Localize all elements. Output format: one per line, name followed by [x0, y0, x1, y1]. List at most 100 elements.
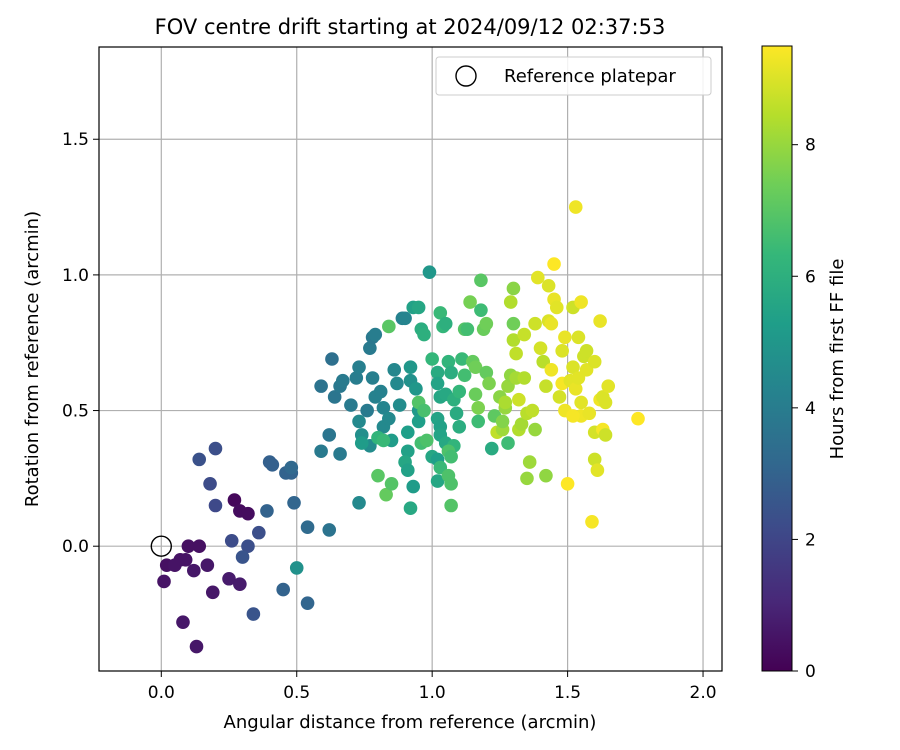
data-point	[506, 316, 521, 331]
data-point	[265, 458, 280, 472]
data-point	[333, 447, 347, 461]
data-point	[449, 406, 464, 421]
data-point	[400, 463, 415, 478]
data-point	[203, 477, 217, 491]
data-point	[314, 444, 328, 459]
x-tick-label: 1.0	[419, 683, 446, 703]
data-point	[474, 273, 488, 288]
data-point	[387, 363, 402, 377]
data-point	[327, 390, 342, 404]
y-tick-label: 1.0	[62, 266, 89, 286]
data-point	[422, 265, 437, 279]
data-point	[322, 428, 337, 442]
data-point	[300, 596, 315, 610]
data-point	[574, 395, 588, 410]
scatter-points	[157, 200, 645, 654]
data-point	[382, 319, 396, 334]
data-point	[457, 368, 472, 383]
legend-box	[435, 56, 712, 96]
data-point	[525, 403, 540, 418]
data-point	[352, 495, 366, 510]
data-point	[455, 352, 469, 366]
data-point	[568, 382, 583, 396]
data-point	[512, 392, 526, 407]
data-point	[555, 344, 569, 358]
data-point	[438, 316, 453, 331]
data-point	[208, 498, 223, 513]
data-point	[593, 314, 607, 328]
colorbar-tick-label: 2	[805, 530, 816, 550]
data-point	[571, 371, 586, 385]
data-point	[376, 401, 391, 415]
data-point	[409, 382, 423, 396]
data-point	[192, 452, 207, 467]
data-point	[224, 533, 239, 548]
y-tick-label: 0.0	[62, 537, 89, 557]
data-point	[398, 311, 412, 326]
data-point	[284, 460, 299, 475]
data-point	[585, 514, 599, 529]
data-point	[390, 376, 404, 391]
data-point	[528, 316, 542, 331]
data-point	[406, 479, 421, 494]
data-point	[514, 417, 529, 431]
data-point	[441, 354, 456, 369]
data-point	[520, 471, 534, 486]
data-point	[222, 571, 236, 586]
data-point	[522, 455, 537, 469]
data-point	[354, 436, 369, 450]
data-point	[300, 520, 315, 535]
reference-marker	[150, 535, 173, 557]
data-point	[547, 257, 561, 271]
data-point	[289, 561, 304, 575]
data-point	[460, 322, 475, 336]
data-point	[498, 395, 513, 410]
data-point	[539, 468, 553, 483]
data-point	[400, 444, 415, 459]
reference-point	[150, 535, 173, 557]
legend: Reference platepar	[435, 56, 712, 96]
data-point	[363, 341, 377, 355]
data-point	[382, 411, 396, 426]
data-point	[468, 360, 483, 374]
data-point	[566, 360, 580, 374]
data-point	[373, 384, 388, 399]
data-point	[587, 452, 602, 467]
data-point	[417, 327, 431, 342]
legend-marker	[455, 65, 477, 87]
data-point	[517, 327, 532, 342]
data-point	[509, 346, 523, 361]
data-point	[517, 371, 532, 385]
data-point	[205, 585, 220, 600]
data-point	[241, 506, 255, 521]
x-ticks: 0.0 0.5 1.0 1.5 2.0	[148, 671, 717, 703]
data-point	[430, 376, 445, 391]
data-point	[368, 327, 383, 342]
data-point	[168, 558, 182, 572]
chart-title: FOV centre drift starting at 2024/09/12 …	[155, 15, 666, 39]
data-point	[558, 330, 572, 345]
data-point	[560, 477, 575, 491]
y-tick-label: 1.5	[62, 130, 89, 150]
y-ticks: 0.0 0.5 1.0 1.5	[62, 130, 99, 557]
data-point	[411, 300, 426, 315]
data-point	[528, 422, 542, 437]
data-point	[176, 615, 190, 629]
data-point	[384, 477, 399, 491]
x-axis-label: Angular distance from reference (arcmin)	[224, 712, 597, 733]
data-point	[392, 398, 407, 412]
x-tick-label: 0.5	[283, 683, 310, 703]
data-point	[552, 390, 567, 404]
colorbar-tick-label: 0	[805, 662, 816, 682]
data-point	[430, 474, 445, 488]
data-point	[479, 316, 494, 331]
data-point	[192, 539, 207, 553]
data-point	[503, 295, 518, 309]
data-point	[227, 493, 242, 507]
data-point	[314, 379, 328, 393]
data-point	[178, 552, 193, 567]
data-point	[495, 414, 510, 429]
colorbar-tick-label: 4	[805, 399, 816, 419]
colorbar	[761, 45, 793, 672]
data-point	[574, 295, 588, 309]
